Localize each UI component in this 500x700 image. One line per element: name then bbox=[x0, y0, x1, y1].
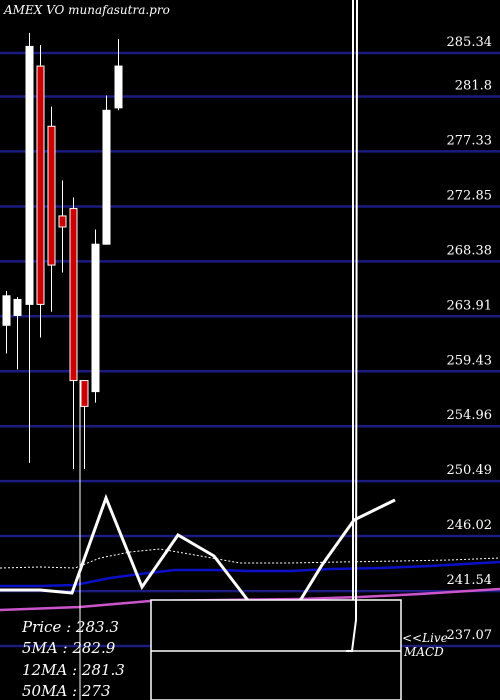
ma12-label: 12MA : 281.3 bbox=[22, 661, 125, 679]
candlesticks bbox=[2, 32, 123, 470]
price-tick-label: 259.43 bbox=[447, 353, 493, 368]
info-panel bbox=[150, 0, 402, 700]
candle-body bbox=[47, 125, 56, 266]
chart-title: AMEX VO munafasutra.pro bbox=[3, 3, 170, 17]
price-tick-label: 281.8 bbox=[455, 78, 492, 93]
candle-body bbox=[13, 298, 22, 316]
macd-live-label: <<Live bbox=[402, 631, 448, 645]
price-tick-label: 285.34 bbox=[447, 35, 493, 50]
macd-panel-line bbox=[346, 0, 358, 652]
candle-body bbox=[80, 380, 89, 407]
price-tick-label: 263.91 bbox=[447, 298, 493, 313]
price-tick-label: 268.38 bbox=[447, 243, 493, 258]
candle-body bbox=[2, 295, 11, 326]
macd-line bbox=[0, 493, 396, 606]
price-tick-label: 246.02 bbox=[447, 518, 493, 533]
price-tick-label: 277.33 bbox=[447, 133, 493, 148]
price-tick-label: 250.49 bbox=[447, 463, 493, 478]
price-tick-label: 241.54 bbox=[447, 573, 493, 588]
candle-body bbox=[114, 65, 123, 109]
macd-label: MACD bbox=[403, 645, 444, 659]
price-tick-label: 272.85 bbox=[447, 188, 493, 203]
price-gridlines bbox=[0, 51, 500, 648]
candle-body bbox=[36, 65, 45, 305]
price-axis: 285.34 281.8 277.33 272.85 268.38 263.91 259.4… bbox=[447, 35, 493, 643]
candle-body bbox=[102, 109, 111, 245]
ma50-label: 50MA : 273 bbox=[22, 682, 111, 700]
candle-body bbox=[91, 243, 100, 393]
price-tick-label: 254.96 bbox=[447, 408, 493, 423]
candle-body bbox=[69, 208, 78, 382]
macd-panel-box bbox=[150, 599, 402, 700]
price-label: Price : 283.3 bbox=[21, 618, 119, 636]
price-tick-label: 237.07 bbox=[447, 628, 493, 643]
candle-body bbox=[25, 45, 34, 305]
ma5-label: 5MA : 282.9 bbox=[22, 639, 116, 657]
candle-body bbox=[58, 215, 67, 228]
